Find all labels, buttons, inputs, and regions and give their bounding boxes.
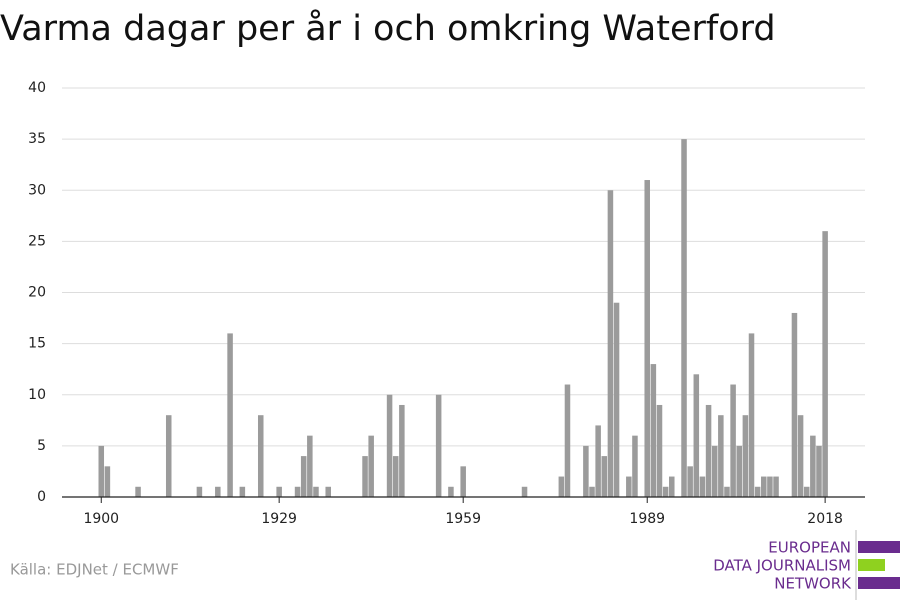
bar	[583, 445, 589, 497]
bar	[767, 476, 773, 497]
bar	[711, 445, 718, 497]
bar	[656, 404, 663, 497]
bar	[460, 466, 466, 497]
logo-bar	[858, 577, 900, 589]
bar	[595, 425, 601, 497]
bar	[399, 404, 405, 497]
bar	[392, 456, 399, 497]
chart-title: Varma dagar per år i och omkring Waterfo…	[0, 8, 776, 49]
y-tick-label: 40	[28, 80, 46, 96]
bar	[276, 486, 282, 497]
logo-text: EUROPEAN	[768, 539, 851, 557]
bar	[300, 456, 307, 497]
bar	[736, 445, 743, 497]
bar	[165, 415, 172, 497]
bar	[754, 486, 761, 497]
bar	[803, 486, 810, 497]
y-tick-label: 30	[28, 182, 46, 198]
bar	[626, 476, 632, 497]
bar	[294, 486, 301, 497]
x-tick-label: 1959	[445, 511, 481, 527]
logo-text: DATA JOURNALISM	[713, 557, 851, 575]
bar	[693, 374, 700, 497]
bar	[773, 476, 779, 497]
bar	[368, 435, 374, 497]
bar	[748, 333, 755, 497]
bar	[730, 384, 736, 497]
bar	[669, 476, 675, 497]
bar	[650, 364, 657, 497]
bar	[135, 486, 141, 497]
bar	[386, 394, 393, 497]
y-tick-label: 10	[28, 387, 46, 403]
bar	[362, 456, 368, 497]
x-tick-label: 2018	[807, 511, 843, 527]
bar	[644, 180, 650, 497]
bar	[705, 404, 712, 497]
bar	[196, 486, 203, 497]
logo-bar	[858, 541, 900, 553]
bar	[307, 435, 313, 497]
bar	[257, 415, 264, 497]
bar	[521, 486, 528, 497]
bar	[435, 394, 442, 497]
y-tick-label: 20	[28, 285, 46, 301]
y-tick-label: 25	[28, 233, 46, 249]
bar	[215, 486, 221, 497]
bar	[687, 466, 693, 497]
bar	[681, 139, 687, 497]
x-tick-label: 1989	[629, 511, 665, 527]
bar	[564, 384, 571, 497]
bar	[613, 302, 620, 497]
bar	[607, 190, 614, 497]
bar	[791, 312, 798, 497]
bar	[589, 486, 595, 497]
bar	[816, 445, 822, 497]
logo-text: NETWORK	[774, 575, 852, 593]
y-tick-label: 15	[28, 336, 46, 352]
bar	[632, 435, 638, 497]
y-tick-label: 5	[37, 438, 46, 454]
bar	[742, 415, 749, 497]
bar	[699, 476, 706, 497]
bar	[325, 486, 331, 497]
bar	[227, 333, 233, 497]
bar	[239, 486, 246, 497]
y-tick-label: 0	[37, 489, 46, 505]
bar	[797, 415, 804, 497]
bar	[448, 486, 454, 497]
y-tick-label: 35	[28, 131, 46, 147]
bar	[761, 476, 767, 497]
bar	[718, 415, 724, 497]
x-tick-label: 1929	[261, 511, 297, 527]
bar	[313, 486, 319, 497]
bar	[822, 231, 828, 497]
bar	[98, 445, 105, 497]
bar	[724, 486, 730, 497]
logo-bar	[858, 559, 885, 571]
x-tick-label: 1900	[83, 511, 119, 527]
bar	[558, 476, 565, 497]
source: Källa: EDJNet / ECMWF	[10, 561, 179, 579]
bar	[104, 466, 111, 497]
bar	[810, 435, 816, 497]
bar	[662, 486, 669, 497]
bar	[601, 456, 608, 497]
